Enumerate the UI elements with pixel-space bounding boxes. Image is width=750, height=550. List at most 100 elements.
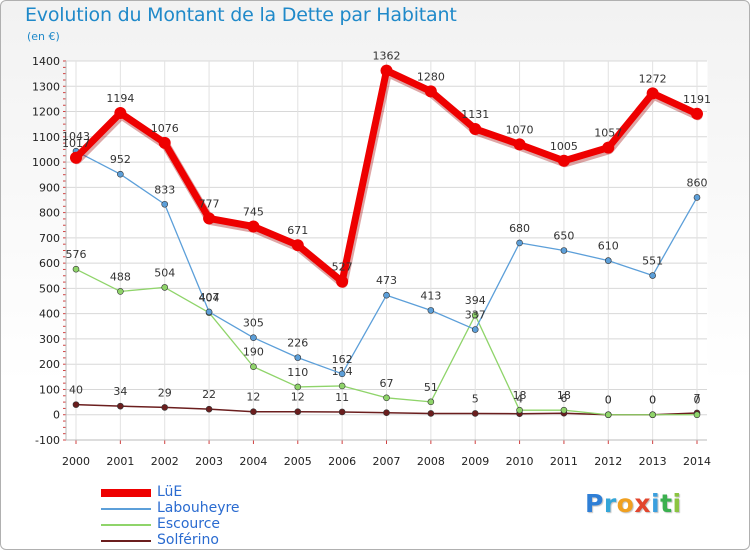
data-label: 4 (516, 393, 523, 406)
series-l-e: 1017 1194 1076 777 745 671 527 1362 1280 1131 1070… (62, 50, 711, 289)
data-label: 777 (199, 197, 220, 210)
data-point (336, 275, 349, 288)
data-point (158, 136, 171, 149)
x-tick-label: 2002 (151, 455, 179, 468)
data-point (294, 383, 302, 391)
data-point (649, 272, 656, 279)
x-tick-label: 2006 (328, 455, 356, 468)
data-point (427, 410, 435, 417)
data-point (427, 307, 435, 314)
data-point (294, 408, 302, 416)
y-tick-label: 200 (39, 358, 60, 371)
logo-letter: t (660, 489, 673, 518)
data-point (560, 247, 568, 254)
data-point (338, 408, 346, 416)
data-point (250, 334, 257, 341)
data-label: 610 (598, 240, 619, 253)
data-label: 12 (291, 391, 305, 404)
data-point (203, 212, 216, 225)
data-label: 1076 (151, 122, 179, 135)
data-point (205, 405, 213, 413)
data-point (604, 411, 612, 419)
data-label: 0 (694, 394, 701, 407)
y-tick-label: 0 (53, 409, 60, 422)
data-point (70, 151, 82, 164)
proxiti-logo: Proxiti (585, 489, 682, 518)
data-point (557, 154, 570, 167)
data-label: 226 (287, 337, 308, 350)
y-tick-label: 600 (39, 257, 60, 270)
data-label: 305 (243, 317, 264, 330)
y-tick-label: -100 (35, 434, 60, 447)
data-point (424, 85, 437, 98)
y-tick-label: 400 (39, 308, 60, 321)
series-solf-rino: 40 34 29 22 12 12 11 5 4 6 0 0 7 (69, 384, 701, 419)
data-point (513, 138, 526, 151)
data-point (338, 370, 346, 378)
data-point (560, 406, 568, 414)
data-label: 745 (243, 205, 264, 218)
legend-swatch (101, 524, 151, 526)
data-point (72, 265, 80, 273)
chart-title: Evolution du Montant de la Dette par Hab… (25, 4, 457, 26)
data-point (383, 409, 390, 417)
legend-label: LüE (157, 484, 183, 500)
y-tick-label: 500 (39, 282, 60, 295)
x-tick-label: 2005 (284, 455, 312, 468)
data-label: 12 (246, 391, 260, 404)
legend-swatch (101, 489, 151, 497)
data-label: 40 (69, 384, 83, 397)
data-label: 860 (687, 176, 708, 189)
x-tick-label: 2013 (639, 455, 667, 468)
data-label: 413 (420, 289, 441, 302)
data-label: 0 (605, 394, 612, 407)
data-point (604, 257, 612, 264)
x-tick-label: 2011 (550, 455, 578, 468)
y-tick-label: 1300 (32, 80, 60, 93)
legend-swatch (101, 540, 151, 542)
logo-letter: o (616, 489, 635, 518)
data-label: 1070 (506, 123, 534, 136)
data-label: 67 (380, 377, 394, 390)
data-label: 488 (110, 270, 131, 283)
y-tick-label: 900 (39, 181, 60, 194)
x-tick-label: 2010 (506, 455, 534, 468)
data-label: 1043 (62, 130, 90, 143)
x-tick-label: 2014 (683, 455, 711, 468)
data-label: 404 (199, 292, 220, 305)
data-label: 504 (154, 266, 175, 279)
data-label: 190 (243, 346, 264, 359)
data-label: 22 (202, 388, 216, 401)
x-tick-label: 2007 (373, 455, 401, 468)
y-tick-label: 100 (39, 383, 60, 396)
y-tick-label: 1200 (32, 106, 60, 119)
data-label: 0 (649, 394, 656, 407)
data-point (693, 194, 701, 201)
data-point (380, 64, 393, 77)
data-point (117, 288, 124, 295)
data-label: 527 (332, 261, 353, 274)
data-label: 650 (553, 230, 574, 243)
data-label: 1272 (639, 72, 667, 85)
data-point (646, 87, 659, 100)
logo-letter: x (634, 489, 651, 518)
data-point (291, 239, 304, 252)
data-label: 407 (199, 291, 220, 304)
data-point (114, 107, 127, 120)
logo-letter: i (651, 489, 661, 518)
data-label: 337 (465, 309, 486, 322)
y-tick-label: 300 (39, 333, 60, 346)
data-label: 1194 (106, 92, 134, 105)
data-label: 1017 (62, 137, 90, 150)
data-label: 162 (332, 353, 353, 366)
data-label: 110 (287, 366, 308, 379)
x-tick-label: 2000 (62, 455, 90, 468)
data-label: 1131 (461, 108, 489, 121)
data-point (469, 122, 482, 135)
legend-label: Escource (157, 516, 221, 532)
data-point (72, 401, 80, 408)
data-label: 671 (287, 224, 308, 237)
x-tick-label: 2004 (239, 455, 267, 468)
data-label: 680 (509, 222, 530, 235)
